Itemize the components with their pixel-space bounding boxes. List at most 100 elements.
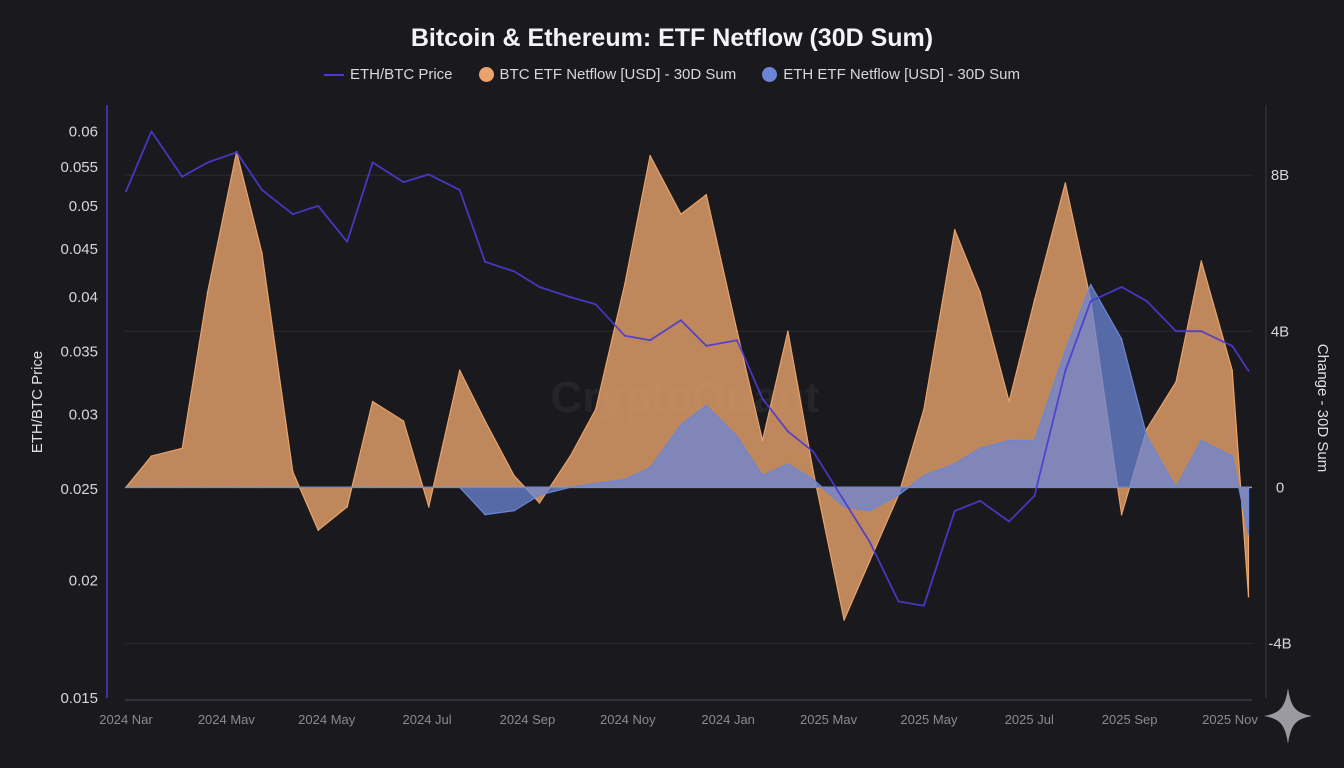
btc-netflow-point [868, 560, 871, 563]
eth-btc-price-point [292, 213, 294, 215]
eth-netflow-point [1008, 439, 1010, 442]
x-tick-label: 2025 Mav [800, 712, 858, 727]
btc-netflow-point [346, 506, 349, 508]
eth-netflow-point [897, 494, 900, 496]
btc-netflow-series [125, 151, 1250, 621]
eth-btc-price-point [843, 500, 845, 502]
btc-netflow-point [206, 291, 209, 294]
btc-netflow-point [649, 154, 651, 157]
eth-netflow-area [125, 283, 1250, 535]
eth-netflow-point [569, 486, 572, 489]
eth-btc-price-point [649, 339, 651, 341]
eth-netflow-point [812, 478, 815, 481]
btc-netflow-point [923, 408, 925, 411]
eth-netflow-point [649, 467, 651, 469]
btc-netflow-area [125, 151, 1250, 621]
eth-netflow-point [979, 447, 981, 450]
btc-netflow-point [1120, 513, 1123, 516]
eth-btc-price-point [206, 161, 209, 164]
left-tick-label: 0.02 [69, 572, 98, 589]
eth-netflow-point [484, 513, 486, 516]
eth-netflow-point [1033, 439, 1036, 442]
legend-label: ETH/BTC Price [350, 66, 453, 83]
btc-netflow-point [979, 291, 981, 294]
legend: ETH/BTC Price BTC ETF Netflow [USD] - 30… [0, 66, 1344, 83]
left-axis-title: ETH/BTC Price [29, 351, 46, 454]
left-tick-label: 0.015 [60, 690, 98, 707]
eth-netflow-point [1064, 349, 1067, 352]
btc-netflow-point [371, 400, 374, 403]
btc-netflow-point [1175, 381, 1177, 383]
eth-netflow-point [953, 463, 956, 465]
legend-item-eth-btc-price[interactable]: ETH/BTC Price [324, 66, 453, 83]
eth-btc-price-point [787, 430, 789, 433]
btc-netflow-point [594, 408, 597, 411]
eth-btc-price-point [235, 151, 238, 154]
btc-netflow-point [458, 369, 461, 372]
eth-netflow-point [1175, 486, 1177, 489]
chart-title: Bitcoin & Ethereum: ETF Netflow (30D Sum… [410, 24, 934, 52]
eth-btc-price-point [1231, 345, 1233, 347]
eth-btc-price-point [346, 240, 349, 243]
btc-netflow-point [261, 252, 263, 255]
eth-btc-price-point [623, 334, 626, 337]
eth-netflow-point [261, 486, 263, 489]
btc-netflow-point [235, 151, 238, 153]
legend-item-eth-netflow[interactable]: ETH ETF Netflow [USD] - 30D Sum [762, 66, 1020, 83]
left-tick-label: 0.04 [69, 289, 98, 306]
right-tick-label: 8B [1271, 167, 1289, 184]
eth-netflow-point [538, 494, 541, 496]
legend-item-btc-netflow[interactable]: BTC ETF Netflow [USD] - 30D Sum [478, 66, 737, 83]
btc-netflow-point [484, 420, 486, 422]
eth-netflow-point [317, 486, 320, 489]
eth-btc-price-line [125, 130, 1250, 607]
eth-netflow-point [458, 486, 461, 489]
eth-netflow-point [125, 486, 127, 489]
left-tick-label: 0.03 [69, 407, 98, 424]
btc-netflow-point [761, 439, 764, 442]
watermark: CryptoQuant [551, 373, 820, 422]
eth-btc-price-point [150, 130, 153, 133]
eth-btc-price-point [680, 319, 682, 322]
btc-netflow-point [897, 494, 900, 496]
eth-netflow-point [623, 478, 626, 481]
eth-btc-price-point [1033, 495, 1036, 497]
eth-btc-price-point [402, 181, 405, 183]
btc-netflow-point [1200, 260, 1203, 262]
eth-netflow-point [680, 424, 682, 426]
btc-netflow-point [680, 213, 682, 216]
legend-label: BTC ETF Netflow [USD] - 30D Sum [499, 66, 737, 83]
btc-netflow-point [843, 619, 845, 621]
eth-netflow-point [705, 404, 708, 407]
eth-btc-price-point [761, 397, 764, 400]
legend-line-swatch [324, 73, 345, 76]
x-tick-label: 2024 Mav [198, 712, 256, 727]
eth-btc-price-point [812, 450, 815, 453]
left-tick-label: 0.05 [69, 198, 98, 215]
eth-netflow-point [1231, 455, 1233, 457]
eth-btc-price-point [1146, 300, 1148, 303]
left-tick-label: 0.025 [60, 481, 98, 498]
btc-netflow-point [150, 455, 153, 457]
x-tick-label: 2024 Noy [600, 712, 656, 727]
eth-btc-price-point [868, 540, 871, 543]
btc-netflow-point [569, 455, 572, 457]
x-tick-label: 2024 Jul [403, 712, 452, 727]
eth-netflow-point [787, 463, 789, 465]
btc-netflow-point [705, 193, 708, 196]
eth-netflow-point [868, 509, 871, 512]
eth-netflow-point [150, 486, 153, 489]
eth-btc-price-point [513, 270, 515, 273]
eth-btc-price-point [538, 286, 541, 288]
btc-netflow-point [513, 474, 515, 477]
eth-netflow-point [292, 486, 294, 489]
eth-btc-price-point [705, 345, 708, 347]
eth-btc-price-point [1247, 370, 1250, 372]
eth-btc-price-point [897, 600, 900, 603]
right-tick-label: 4B [1271, 323, 1289, 340]
eth-btc-price-point [125, 190, 127, 193]
eth-btc-price-point [1200, 330, 1203, 332]
eth-netflow-point [594, 482, 597, 485]
x-tick-label: 2024 May [298, 712, 356, 727]
eth-netflow-point [402, 486, 405, 489]
